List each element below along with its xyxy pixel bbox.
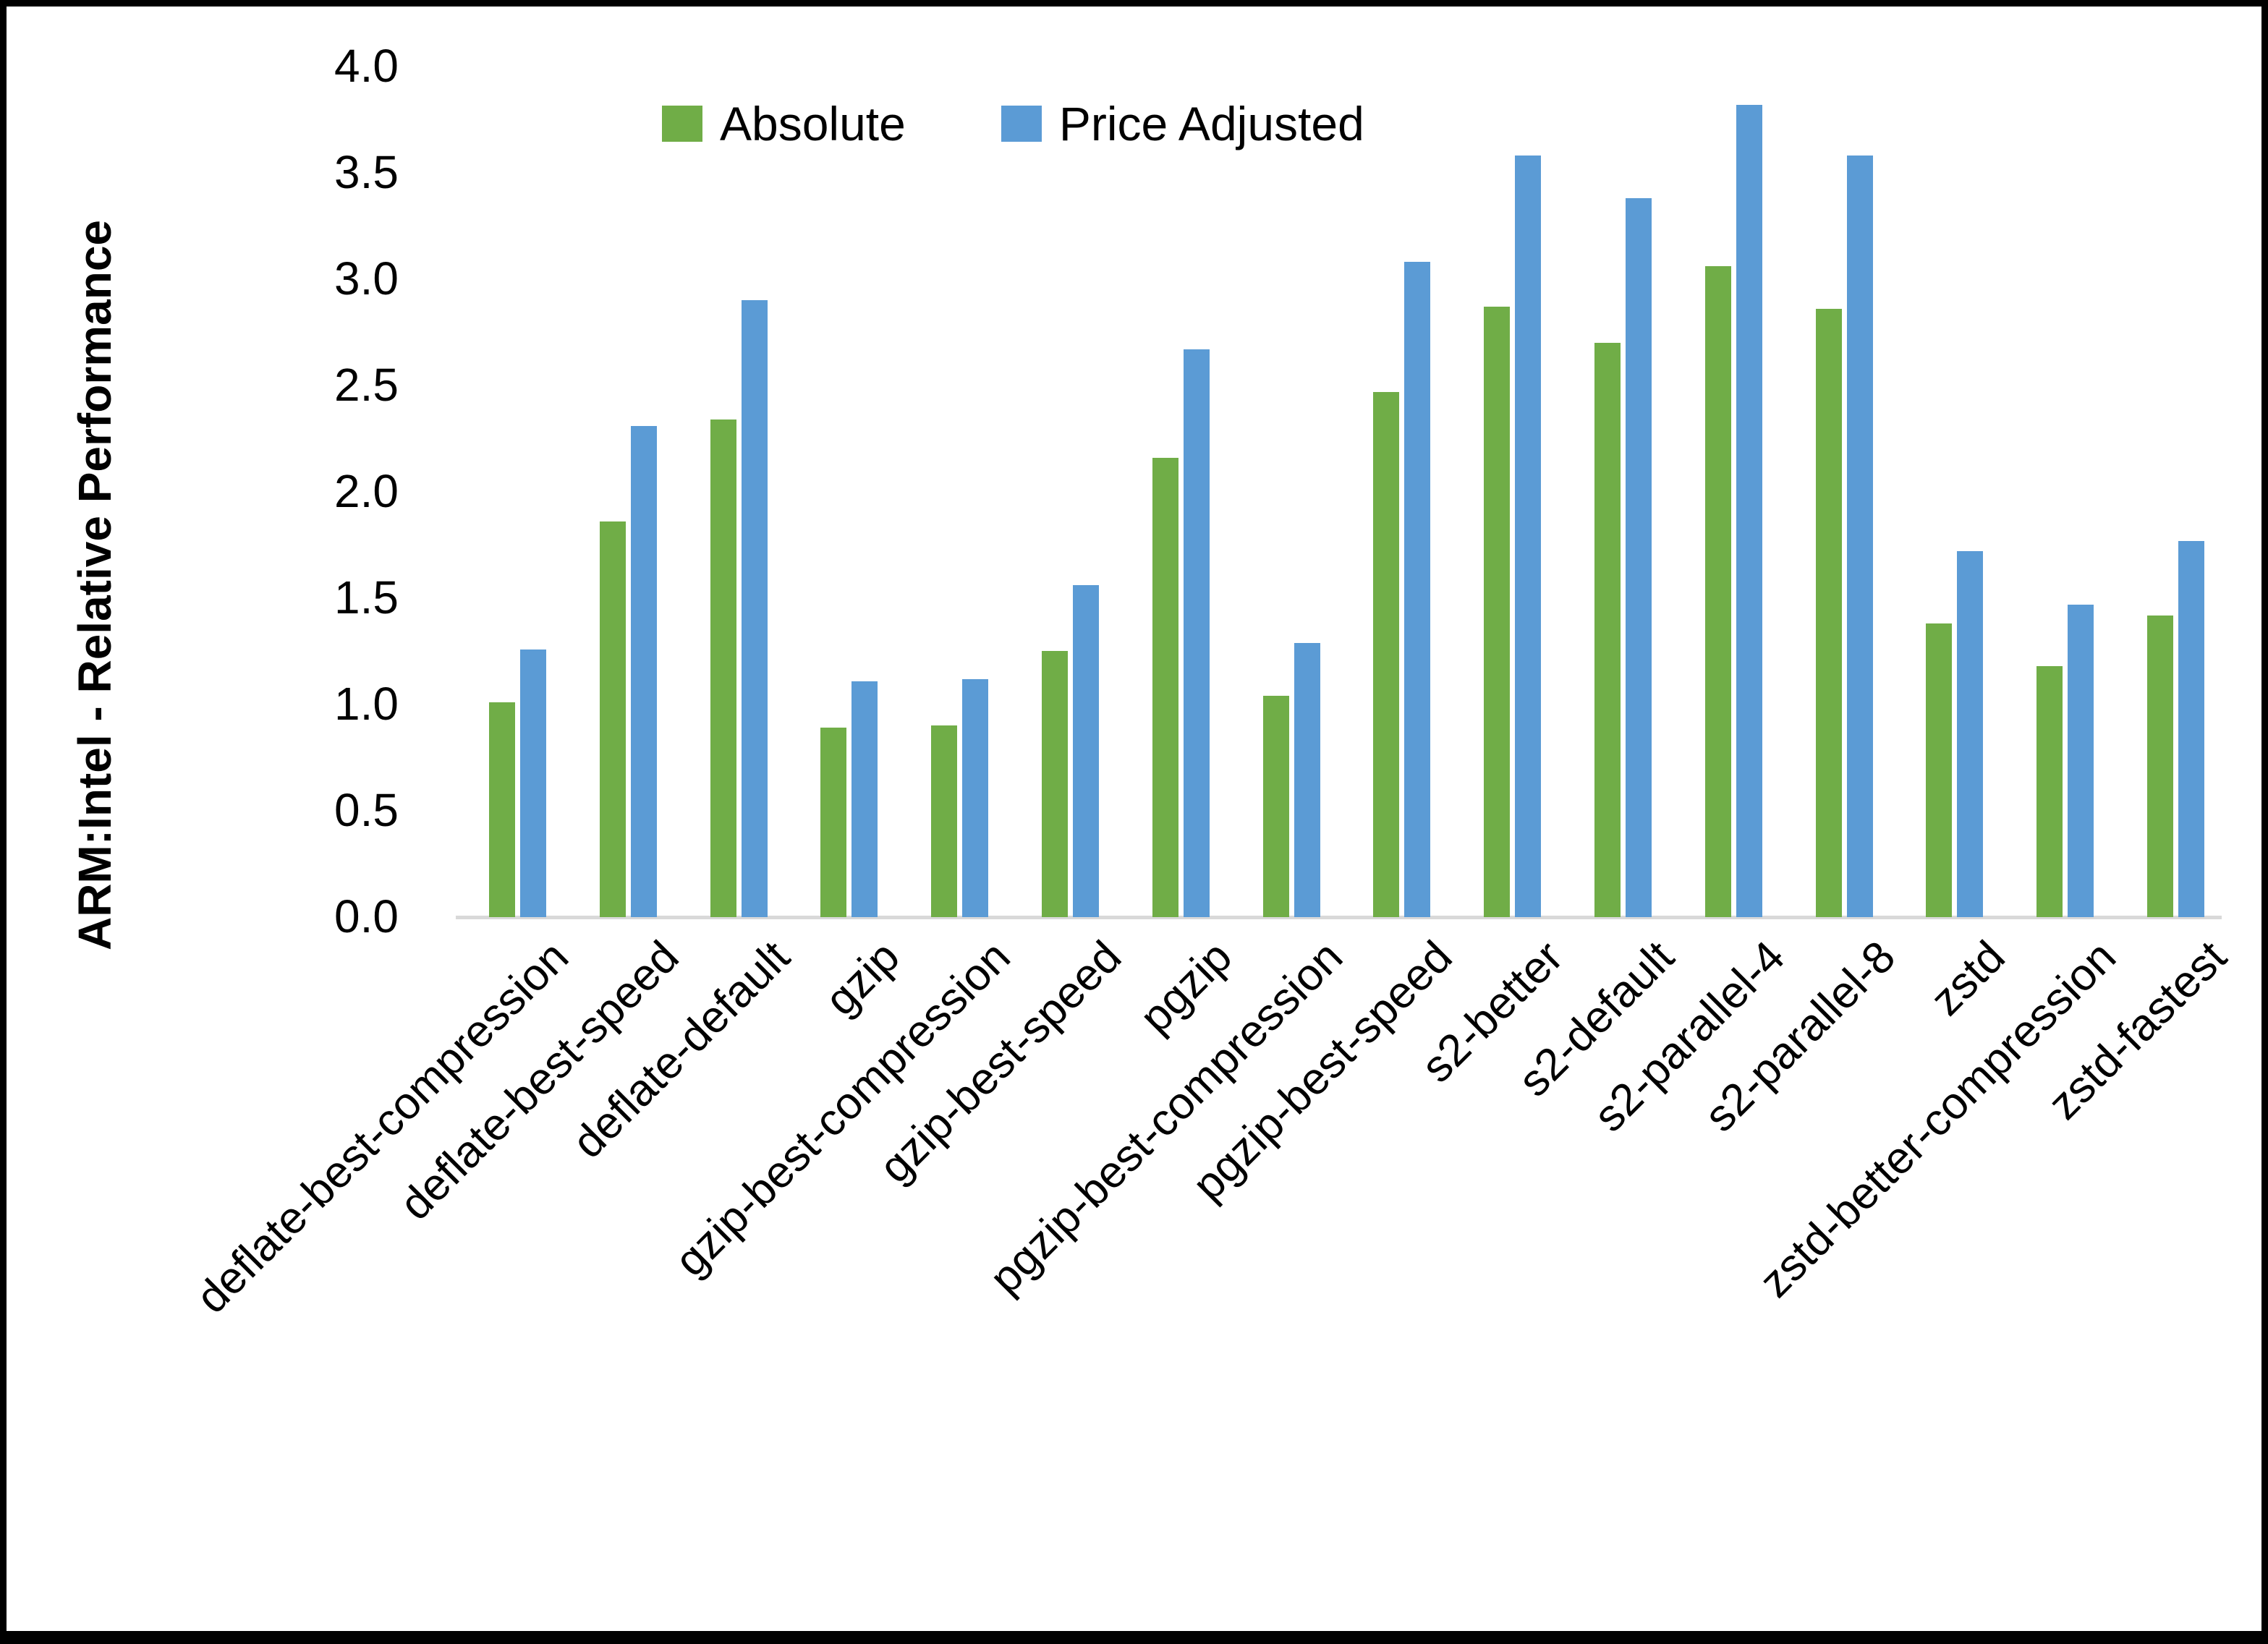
bar-pgzip-best-compression-absolute [1263,696,1289,917]
bar-zstd-fastest-price-adjusted [2178,541,2204,917]
x-category-label: zstd [1921,932,2015,1026]
y-tick-label: 0.0 [334,890,399,942]
x-category-label: gzip [815,932,909,1026]
bar-zstd-better-compression-price-adjusted [2068,605,2094,917]
bar-gzip-best-speed-absolute [1042,651,1068,917]
y-tick-label: 4.0 [334,40,399,92]
legend-item-absolute: Absolute [662,97,906,150]
y-tick-label: 2.5 [334,359,399,411]
bar-s2-default-price-adjusted [1626,198,1652,917]
bar-pgzip-best-speed-absolute [1373,392,1399,917]
bar-s2-default-absolute [1594,343,1621,917]
y-tick-label: 1.0 [334,678,399,730]
y-tick-label: 3.0 [334,252,399,304]
bar-gzip-best-speed-price-adjusted [1073,585,1099,917]
bar-zstd-better-compression-absolute [2036,666,2063,917]
bar-zstd-price-adjusted [1957,551,1983,917]
bar-pgzip-best-speed-price-adjusted [1404,262,1430,917]
y-tick-label: 3.5 [334,146,399,198]
y-axis-title: ARM:Intel - Relative Performance [69,219,121,951]
bar-gzip-best-compression-absolute [931,725,957,917]
bar-deflate-best-compression-absolute [489,702,515,917]
y-tick-label: 0.5 [334,784,399,836]
bar-deflate-default-price-adjusted [742,300,768,917]
y-tick-label: 1.5 [334,571,399,623]
bar-s2-better-absolute [1484,307,1510,917]
bar-s2-parallel-4-price-adjusted [1736,105,1762,917]
bar-s2-parallel-4-absolute [1705,266,1731,917]
legend-swatch-price-adjusted [1001,106,1042,142]
legend-item-price-adjusted: Price Adjusted [1001,97,1364,150]
bar-gzip-best-compression-price-adjusted [962,679,988,917]
bar-zstd-absolute [1926,623,1952,917]
bar-deflate-best-compression-price-adjusted [520,649,546,917]
legend-swatch-absolute [662,106,702,142]
legend-label-price-adjusted: Price Adjusted [1058,97,1364,150]
bar-gzip-absolute [820,728,846,917]
bar-zstd-fastest-absolute [2147,616,2173,917]
bar-deflate-best-speed-absolute [600,521,626,917]
bar-pgzip-price-adjusted [1184,349,1210,917]
y-tick-label: 2.0 [334,465,399,517]
legend-label-absolute: Absolute [720,97,906,150]
bar-gzip-price-adjusted [851,681,878,917]
bar-s2-parallel-8-price-adjusted [1847,156,1873,917]
bar-s2-parallel-8-absolute [1816,309,1842,917]
bar-s2-better-price-adjusted [1515,156,1541,917]
bar-deflate-best-speed-price-adjusted [631,426,657,917]
bar-pgzip-best-compression-price-adjusted [1294,643,1320,917]
x-axis-line [456,916,2222,919]
legend: Absolute Price Adjusted [662,97,1364,150]
bar-deflate-default-absolute [710,419,736,917]
bar-pgzip-absolute [1152,458,1178,917]
